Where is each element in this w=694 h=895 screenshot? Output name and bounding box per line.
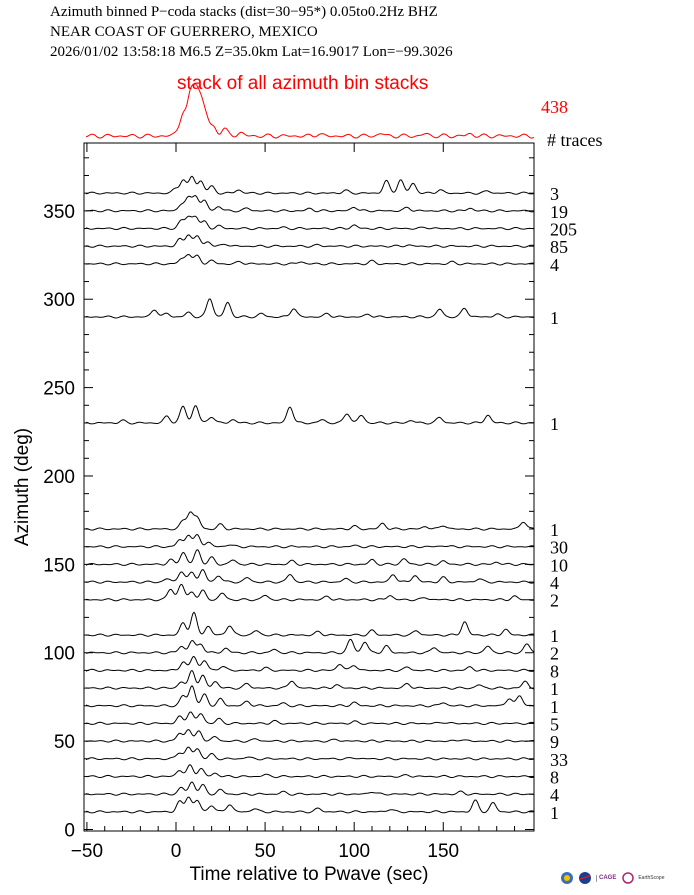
earthscope-text: EarthScope [638,875,665,881]
nasa-logo-icon [579,872,591,884]
logo-strip: CAGE EarthScope [560,868,664,888]
y-axis-label: Azimuth (deg) [12,428,33,546]
trace-count-label: 3 [550,184,559,204]
y-tick-label: 250 [43,379,75,400]
trace-count-label: 10 [550,555,568,575]
trace-count-label: 30 [550,538,568,558]
azimuth-trace [85,175,535,195]
azimuth-trace [85,511,535,531]
nsf-logo-icon [561,872,573,884]
trace-count-label: 2 [550,591,559,611]
trace-count-label: 9 [550,732,559,752]
azimuth-trace [85,655,535,673]
azimuth-trace [85,533,535,549]
azimuth-trace [85,729,535,743]
summary-trace-label: stack of all azimuth bin stacks [177,73,428,94]
y-tick-label: 50 [54,732,75,753]
azimuth-trace [85,405,535,425]
trace-count-label: 1 [550,626,559,646]
cage-sage-logo: CAGE [596,874,618,882]
x-axis-label: Time relative to Pwave (sec) [190,864,429,885]
trace-count-label: 8 [550,661,559,681]
x-axis: −50 0 50 100 150 [71,143,516,862]
azimuth-trace [85,253,535,266]
azimuth-trace [85,669,535,690]
trace-count-label: 1 [550,679,559,699]
azimuth-trace [85,549,535,567]
summary-trace-count: 438 [541,97,568,117]
y-tick-label: 350 [43,202,75,223]
traces-count-header: # traces [547,130,602,150]
trace-count-label: 2 [550,644,559,664]
x-tick-label: −50 [71,841,103,862]
azimuth-trace [85,781,534,796]
trace-count-label: 85 [550,237,568,257]
azimuth-trace [85,638,535,655]
summary-trace [85,83,535,139]
trace-count-label: 33 [550,750,568,770]
x-tick-label: 0 [171,841,182,862]
trace-count-label: 19 [550,202,568,222]
y-tick-label: 300 [43,290,75,311]
header-line-3: 2026/01/02 13:58:18 M6.5 Z=35.0km Lat=16… [50,44,453,60]
y-tick-label: 200 [43,467,75,488]
azimuth-trace [85,569,535,584]
trace-count-label: 1 [550,803,559,823]
azimuth-trace [86,764,535,779]
azimuth-trace [85,298,535,319]
trace-count-label: 5 [550,714,559,734]
x-tick-label: 150 [427,841,459,862]
trace-count-label: 1 [550,520,559,540]
azimuth-trace [85,583,535,602]
y-axis: 0 50 100 150 200 250 300 350 [43,157,534,842]
azimuth-trace [85,215,534,231]
cage-text: CAGE [599,874,617,881]
azimuth-trace [86,194,535,213]
azimuth-trace [85,611,535,637]
trace-count-label: 205 [550,220,577,240]
x-tick-label: 100 [338,841,370,862]
trace-count-label: 4 [550,255,559,275]
azimuth-trace [85,746,535,761]
trace-count-label: 4 [550,573,559,593]
azimuth-trace [85,796,535,814]
trace-count-label: 1 [550,414,559,434]
header-line-2: NEAR COAST OF GUERRERO, MEXICO [50,24,318,40]
header-line-1: Azimuth binned P−coda stacks (dist=30−95… [50,4,438,20]
y-tick-label: 100 [43,644,75,665]
trace-count-label: 8 [550,767,559,787]
x-tick-label: 50 [255,841,276,862]
trace-count-label: 4 [550,785,559,805]
azimuth-trace [85,685,535,708]
azimuth-trace [85,711,535,726]
y-tick-label: 0 [64,821,75,842]
trace-group [85,175,535,814]
y-tick-label: 150 [43,555,75,576]
azimuth-trace [85,234,535,248]
trace-count-label: 1 [550,697,559,717]
trace-count-label: 1 [550,308,559,328]
earthscope-logo-icon [622,872,635,884]
plot-frame [83,142,535,832]
